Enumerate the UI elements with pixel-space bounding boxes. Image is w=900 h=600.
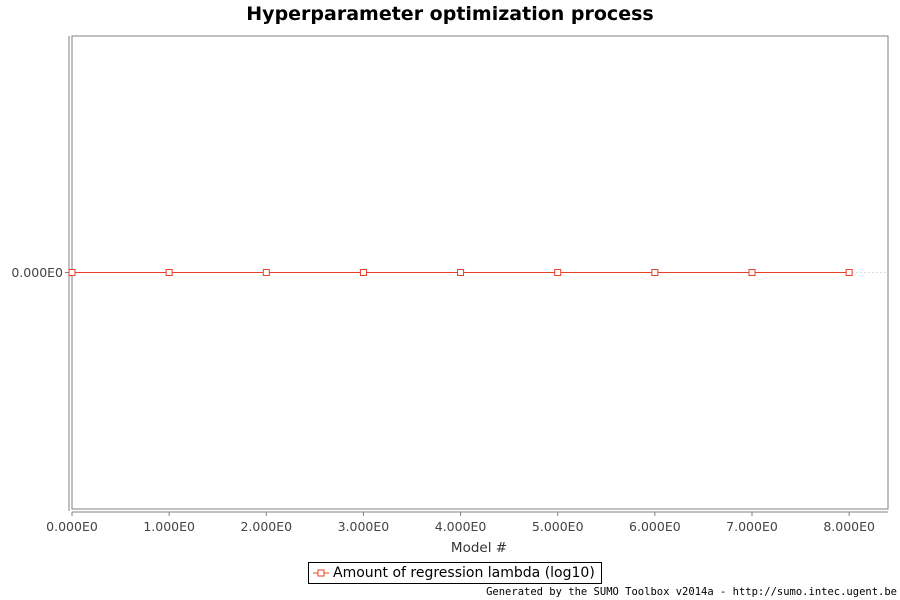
x-axis-label: Model # xyxy=(451,540,507,556)
x-tick-label: 4.000E0 xyxy=(435,519,487,534)
x-tick-label: 6.000E0 xyxy=(629,519,681,534)
data-point xyxy=(554,269,562,276)
data-point xyxy=(359,269,367,276)
x-tick-label: 0.000E0 xyxy=(46,519,98,534)
data-point xyxy=(262,269,270,276)
x-tick-label: 8.000E0 xyxy=(823,519,875,534)
x-tick-label: 1.000E0 xyxy=(143,519,195,534)
data-point xyxy=(68,269,76,276)
legend: Amount of regression lambda (log10) xyxy=(308,562,602,584)
x-tick-label: 7.000E0 xyxy=(726,519,778,534)
legend-series-label: Amount of regression lambda (log10) xyxy=(333,565,595,581)
x-tick-label: 2.000E0 xyxy=(240,519,292,534)
footer-credit: Generated by the SUMO Toolbox v2014a - h… xyxy=(486,586,897,598)
data-point xyxy=(748,269,756,276)
data-point xyxy=(457,269,465,276)
data-point xyxy=(165,269,173,276)
chart-title: Hyperparameter optimization process xyxy=(246,3,654,25)
y-tick-label: 0.000E0 xyxy=(11,265,63,280)
data-point xyxy=(845,269,853,276)
x-tick-label: 3.000E0 xyxy=(338,519,390,534)
data-point xyxy=(651,269,659,276)
x-tick-label: 5.000E0 xyxy=(532,519,584,534)
legend-series-marker xyxy=(313,569,329,577)
